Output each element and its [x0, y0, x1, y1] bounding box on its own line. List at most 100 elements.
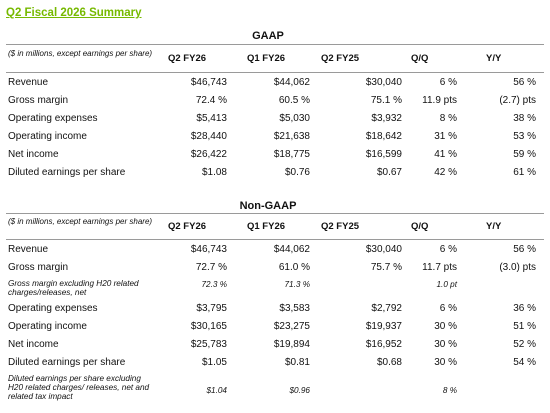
table-row: Gross margin 72.7 % 61.0 % 75.7 % 11.7 p… — [0, 259, 550, 277]
row-label: Diluted earnings per share — [8, 167, 126, 178]
cell-value: 60.5 % — [278, 95, 310, 106]
cell-value: $16,952 — [365, 339, 402, 350]
row-label: Operating income — [8, 131, 87, 142]
cell-value: $1.05 — [201, 357, 227, 368]
cell-value: $46,743 — [190, 77, 227, 88]
table-row: Net income $26,422 $18,775 $16,599 41 % … — [0, 146, 550, 164]
units-note: ($ in millions, except earnings per shar… — [8, 49, 153, 58]
table-row: Operating income $30,165 $23,275 $19,937… — [0, 318, 550, 336]
column-header: Q2 FY26 — [168, 53, 207, 64]
cell-value: 30 % — [434, 339, 457, 350]
cell-value: $2,792 — [371, 303, 402, 314]
table-row: Diluted earnings per share excluding H20… — [0, 373, 550, 411]
cell-value: 42 % — [434, 167, 457, 178]
cell-value: 8 % — [439, 113, 457, 124]
cell-value: 6 % — [439, 77, 457, 88]
row-label: Gross margin — [8, 262, 69, 273]
cell-value: $30,040 — [365, 244, 402, 255]
cell-value: 52 % — [513, 339, 536, 350]
cell-value: $0.68 — [376, 357, 402, 368]
table-row: Revenue $46,743 $44,062 $30,040 6 % 56 % — [0, 241, 550, 259]
table-row: Revenue $46,743 $44,062 $30,040 6 % 56 % — [0, 74, 550, 92]
table-row: Net income $25,783 $19,894 $16,952 30 % … — [0, 336, 550, 354]
cell-value: $3,795 — [196, 303, 227, 314]
cell-value: $30,165 — [190, 321, 227, 332]
divider — [6, 72, 544, 73]
cell-value: $23,275 — [273, 321, 310, 332]
cell-value: $19,894 — [273, 339, 310, 350]
cell-value: $18,642 — [365, 131, 402, 142]
cell-value: $0.96 — [289, 386, 311, 395]
cell-value: 6 % — [439, 244, 457, 255]
table-row: Diluted earnings per share $1.08 $0.76 $… — [0, 164, 550, 182]
cell-value: $16,599 — [365, 149, 402, 160]
column-header: Q2 FY25 — [321, 53, 360, 64]
cell-value: 30 % — [434, 321, 457, 332]
cell-value: 30 % — [434, 357, 457, 368]
cell-value: (2.7) pts — [499, 95, 536, 106]
cell-value: $26,422 — [190, 149, 227, 160]
row-label: Revenue — [8, 244, 49, 255]
cell-value: 56 % — [513, 77, 536, 88]
column-header: Q1 FY26 — [247, 53, 286, 64]
cell-value: $18,775 — [273, 149, 310, 160]
cell-value: 1.0 pt — [436, 280, 458, 289]
cell-value: 75.1 % — [370, 95, 402, 106]
column-header: Y/Y — [486, 53, 502, 64]
cell-value: $5,030 — [279, 113, 310, 124]
table-row: Operating income $28,440 $21,638 $18,642… — [0, 128, 550, 146]
cell-value: $5,413 — [196, 113, 227, 124]
cell-value: $44,062 — [273, 244, 310, 255]
cell-value: 75.7 % — [370, 262, 402, 273]
row-label: Net income — [8, 339, 59, 350]
column-header: Q2 FY25 — [321, 221, 360, 232]
gaap-header-row: ($ in millions, except earnings per shar… — [0, 47, 550, 71]
cell-value: 51 % — [513, 321, 536, 332]
cell-value: $1.04 — [206, 386, 228, 395]
row-label: Diluted earnings per share — [8, 357, 126, 368]
cell-value: $3,583 — [279, 303, 310, 314]
cell-value: $0.76 — [284, 167, 310, 178]
cell-value: 38 % — [513, 113, 536, 124]
cell-value: $44,062 — [273, 77, 310, 88]
cell-value: 61 % — [513, 167, 536, 178]
cell-value: 41 % — [434, 149, 457, 160]
cell-value: $25,783 — [190, 339, 227, 350]
cell-value: 54 % — [513, 357, 536, 368]
column-header: Q2 FY26 — [168, 221, 207, 232]
cell-value: 36 % — [513, 303, 536, 314]
cell-value: $30,040 — [365, 77, 402, 88]
row-label: Gross margin excluding H20 related charg… — [8, 279, 139, 297]
row-label: Operating expenses — [8, 113, 98, 124]
units-note: ($ in millions, except earnings per shar… — [8, 217, 153, 226]
table-row: Operating expenses $3,795 $3,583 $2,792 … — [0, 300, 550, 318]
cell-value: 59 % — [513, 149, 536, 160]
row-label: Gross margin — [8, 95, 69, 106]
cell-value: $0.67 — [376, 167, 402, 178]
cell-value: 61.0 % — [278, 262, 310, 273]
cell-value: 72.3 % — [201, 280, 228, 289]
row-label: Operating income — [8, 321, 87, 332]
row-label: Revenue — [8, 77, 49, 88]
column-header: Y/Y — [486, 221, 502, 232]
row-label: Operating expenses — [8, 303, 98, 314]
table-row: Operating expenses $5,413 $5,030 $3,932 … — [0, 110, 550, 128]
cell-value: $0.81 — [284, 357, 310, 368]
cell-value: $28,440 — [190, 131, 227, 142]
divider — [6, 239, 544, 240]
cell-value: $46,743 — [190, 244, 227, 255]
cell-value: 72.7 % — [195, 262, 227, 273]
row-label: Net income — [8, 149, 59, 160]
cell-value: $1.08 — [201, 167, 227, 178]
page-title: Q2 Fiscal 2026 Summary — [6, 7, 142, 19]
cell-value: 8 % — [442, 386, 457, 395]
cell-value: 6 % — [439, 303, 457, 314]
cell-value: $19,937 — [365, 321, 402, 332]
divider — [6, 213, 544, 214]
cell-value: 31 % — [434, 131, 457, 142]
cell-value: (3.0) pts — [499, 262, 536, 273]
column-header: Q/Q — [411, 53, 429, 64]
column-header: Q1 FY26 — [247, 221, 286, 232]
table-row: Gross margin 72.4 % 60.5 % 75.1 % 11.9 p… — [0, 92, 550, 110]
nongaap-header-row: ($ in millions, except earnings per shar… — [0, 215, 550, 239]
